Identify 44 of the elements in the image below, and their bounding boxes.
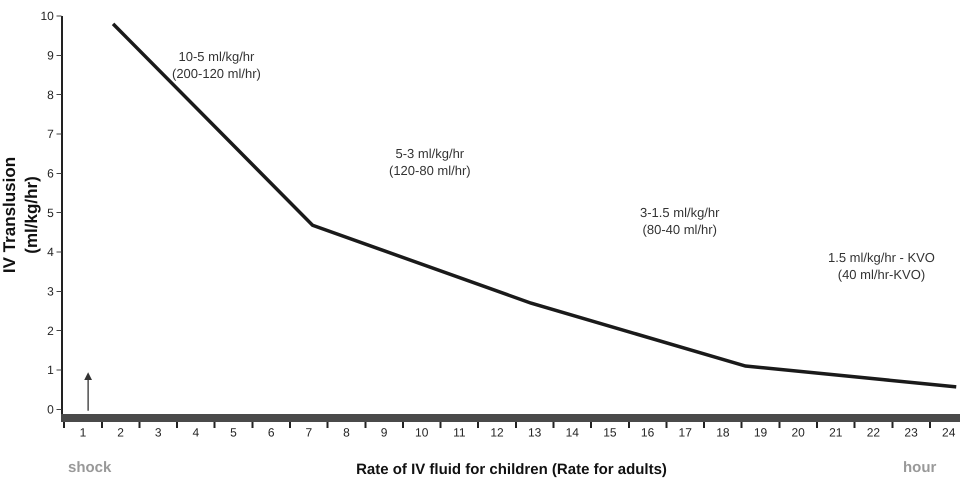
- y-tick-label: 0: [47, 402, 54, 416]
- x-tick-label: 7: [305, 425, 312, 440]
- y-tick-label: 4: [47, 245, 54, 260]
- x-tick-label: 12: [490, 425, 504, 440]
- y-axis-title: IV Translusion (ml/kg/hr): [0, 156, 42, 274]
- text: hour: [903, 459, 936, 476]
- text: shock: [68, 459, 112, 476]
- y-tick-label: 10: [40, 9, 54, 24]
- x-tick-label: 9: [380, 425, 388, 440]
- y-tick-label: 7: [47, 127, 54, 142]
- x-tick-label: 19: [754, 425, 768, 440]
- x-tick-label: 24: [942, 425, 956, 440]
- x-tick-label: 15: [603, 425, 617, 440]
- x-tick-label: 1: [80, 425, 87, 440]
- annotation: 5-3 ml/kg/hr (120-80 ml/hr): [389, 146, 471, 178]
- x-tick-label: 23: [904, 425, 918, 440]
- y-tick-label: 6: [47, 166, 54, 181]
- x-tick-label: 10: [415, 425, 429, 440]
- y-tick-label: 5: [47, 206, 54, 220]
- annotation: 10-5 ml/kg/hr (200-120 ml/hr): [172, 49, 261, 81]
- x-tick-label: 5: [230, 425, 238, 440]
- x-tick-label: 8: [343, 425, 350, 440]
- x-tick-label: 22: [866, 425, 880, 440]
- x-tick-label: 14: [566, 425, 580, 440]
- x-tick-label: 6: [268, 425, 275, 440]
- y-tick-label: 1: [47, 363, 54, 378]
- x-tick-label: 3: [154, 425, 162, 440]
- y-tick-label: 2: [47, 324, 54, 338]
- line-series: [111, 22, 958, 389]
- x-axis-title: Rate of IV fluid for children (Rate for adults): [356, 460, 667, 478]
- y-tick-label: 8: [47, 88, 54, 102]
- annotation: 1.5 ml/kg/hr - KVO (40 ml/hr-KVO): [828, 250, 935, 282]
- x-tick-label: 20: [791, 425, 806, 440]
- x-tick-label: 17: [678, 425, 692, 440]
- x-tick-label: 16: [640, 425, 655, 440]
- y-tick-label: 9: [47, 48, 54, 63]
- x-tick-label: 4: [192, 425, 200, 440]
- x-tick-label: 13: [528, 425, 542, 440]
- x-tick-label: 2: [117, 425, 124, 440]
- x-tick-label: 11: [453, 425, 466, 440]
- x-tick-label: 21: [829, 425, 843, 440]
- y-tick-label: 3: [47, 284, 54, 298]
- x-tick-label: 18: [716, 425, 730, 440]
- annotation: 3-1.5 ml/kg/hr (80-40 ml/hr): [640, 205, 720, 237]
